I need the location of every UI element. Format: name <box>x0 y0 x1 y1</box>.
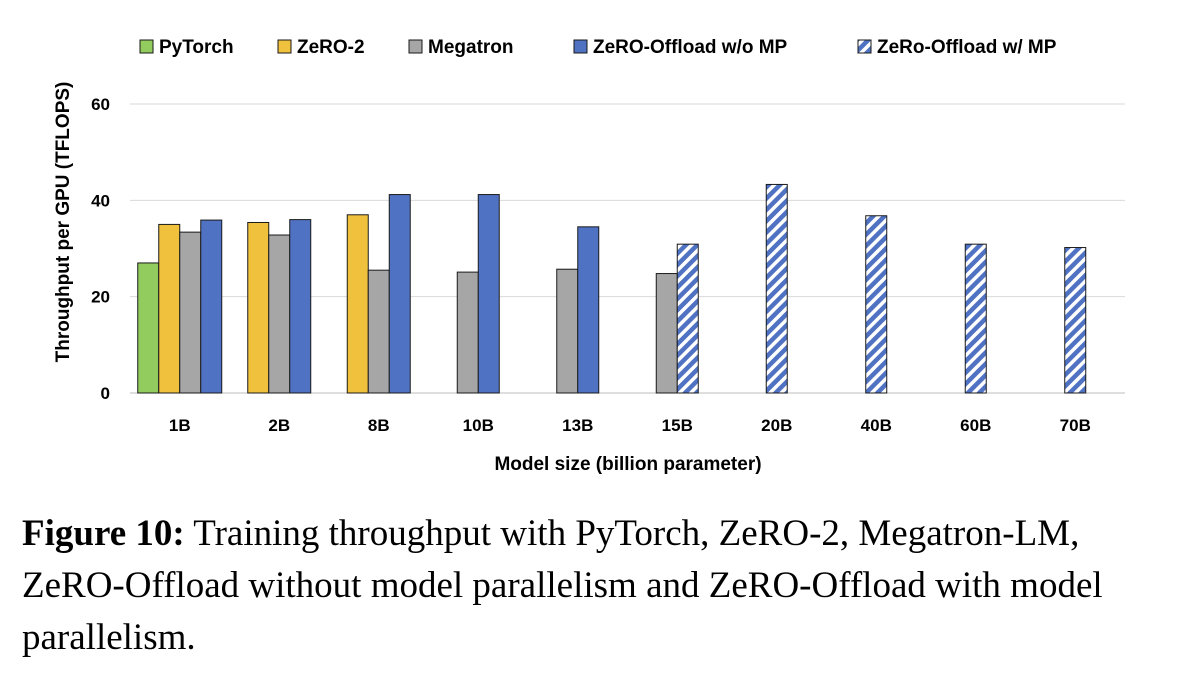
bar-60b-series-5 <box>964 243 987 394</box>
x-axis-label: Model size (billion parameter) <box>494 454 761 475</box>
bar-13b-series-4 <box>577 226 600 394</box>
y-tick-label: 0 <box>101 384 110 403</box>
x-tick-label: 10B <box>463 416 494 435</box>
bar-1b-series-4 <box>200 219 223 394</box>
x-tick-label: 70B <box>1060 416 1091 435</box>
bar-15b-series-5 <box>676 243 699 394</box>
legend-swatch <box>408 39 423 54</box>
bar-8b-series-3 <box>367 269 390 394</box>
bar-10b-series-3 <box>456 271 479 394</box>
legend-label: ZeRO-2 <box>297 37 365 58</box>
bar-1b-series-1 <box>137 262 160 394</box>
x-tick-label: 60B <box>960 416 991 435</box>
y-axis-label: Throughput per GPU (TFLOPS) <box>53 82 74 363</box>
legend-swatch <box>857 39 872 54</box>
y-tick-label: 20 <box>91 288 110 307</box>
x-tick-label: 8B <box>368 416 390 435</box>
bar-1b-series-2 <box>158 223 181 394</box>
legend-label: ZeRo-Offload w/ MP <box>877 37 1057 58</box>
figure-caption: Figure 10: Training throughput with PyTo… <box>22 508 1182 664</box>
bar-13b-series-3 <box>556 268 579 394</box>
x-tick-label: 15B <box>662 416 693 435</box>
x-tick-label: 40B <box>861 416 892 435</box>
legend-label: ZeRO-Offload w/o MP <box>593 37 788 58</box>
legend-label: PyTorch <box>159 37 234 58</box>
x-tick-label: 2B <box>268 416 290 435</box>
bar-20b-series-5 <box>765 183 788 394</box>
caption-label: Figure 10: <box>22 513 185 554</box>
bar-1b-series-3 <box>179 231 202 394</box>
throughput-bar-chart: PyTorch ZeRO-2 Megatron ZeRO-Offload w/o MP… <box>53 37 1125 475</box>
bar-2b-series-4 <box>289 219 312 394</box>
bar-2b-series-2 <box>247 221 270 394</box>
x-axis-ticks: 1B 2B 8B 10B 13B 15B 20B 40B 60B 70B <box>169 416 1091 435</box>
x-tick-label: 1B <box>169 416 191 435</box>
bar-8b-series-2 <box>346 214 369 394</box>
bar-15b-series-3 <box>655 273 678 394</box>
bar-2b-series-3 <box>268 234 291 394</box>
y-tick-label: 60 <box>91 95 110 114</box>
x-tick-label: 13B <box>562 416 593 435</box>
bar-10b-series-4 <box>477 194 500 394</box>
legend-label: Megatron <box>428 37 514 58</box>
bar-40b-series-5 <box>865 215 888 394</box>
bar-70b-series-5 <box>1064 247 1087 394</box>
bar-8b-series-4 <box>388 194 411 394</box>
x-tick-label: 20B <box>761 416 792 435</box>
y-tick-label: 40 <box>91 191 110 210</box>
chart-legend: PyTorch ZeRO-2 Megatron ZeRO-Offload w/o MP… <box>139 37 1057 58</box>
y-axis-ticks: 0 20 40 60 <box>91 95 110 403</box>
legend-swatch <box>277 39 292 54</box>
legend-swatch <box>139 39 154 54</box>
legend-swatch <box>573 39 588 54</box>
chart-bars <box>137 183 1087 394</box>
caption-text: Training throughput with PyTorch, ZeRO-2… <box>22 513 1103 658</box>
